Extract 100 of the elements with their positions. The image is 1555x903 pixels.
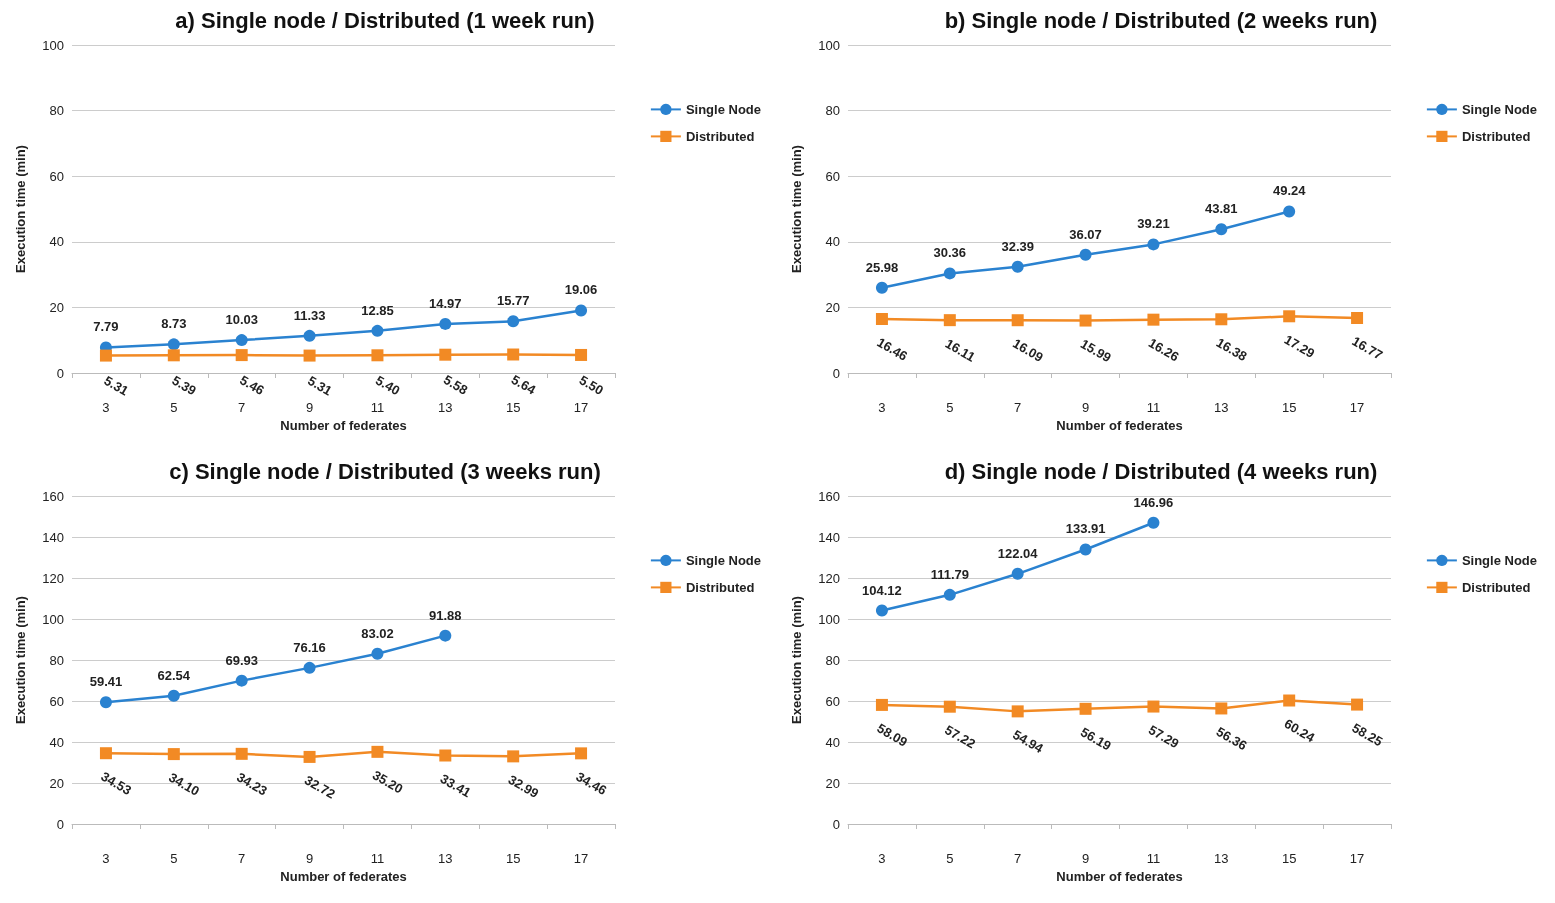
data-label: 14.97 (429, 295, 462, 311)
point (1079, 543, 1092, 556)
y-tick-label: 0 (56, 816, 64, 832)
data-label: 5.58 (440, 371, 471, 398)
x-axis-title: Number of federates (280, 418, 407, 433)
legend-label: Single Node (1461, 101, 1538, 117)
point (303, 329, 316, 342)
data-label: 34.23 (234, 769, 270, 799)
point (371, 647, 384, 660)
y-tick-label: 140 (818, 529, 840, 545)
data-label: 34.10 (166, 769, 202, 799)
x-tick-label: 17 (573, 400, 589, 415)
point (1351, 311, 1364, 324)
point (303, 750, 316, 763)
y-tick-label: 140 (42, 529, 64, 545)
point (99, 747, 112, 760)
legend-label: Single Node (685, 552, 762, 568)
x-tick-label: 13 (1214, 851, 1229, 866)
data-label: 5.39 (169, 372, 199, 399)
x-tick-label: 7 (1014, 851, 1022, 866)
y-tick-label: 60 (825, 693, 840, 709)
point (167, 338, 180, 351)
point (167, 689, 180, 702)
data-label: 7.79 (93, 319, 119, 335)
data-label: 49.24 (1272, 183, 1307, 199)
point (1147, 238, 1160, 251)
x-tick-label: 5 (946, 400, 954, 415)
y-tick-label: 60 (49, 168, 64, 184)
y-tick-label: 20 (825, 775, 840, 791)
data-label: 5.40 (373, 372, 403, 399)
point (507, 315, 520, 328)
data-label: 8.73 (161, 316, 187, 332)
data-label: 11.33 (293, 307, 326, 323)
data-label: 76.16 (293, 639, 326, 655)
data-label: 19.06 (564, 282, 598, 298)
x-tick-label: 15 (1281, 851, 1297, 866)
data-label: 16.11 (942, 335, 978, 365)
point (1147, 313, 1160, 326)
x-tick-label: 11 (370, 851, 385, 866)
y-tick-label: 100 (818, 37, 840, 53)
chart-title: c) Single node / Distributed (3 weeks run) (169, 458, 601, 484)
point (875, 313, 888, 326)
data-label: 5.46 (237, 372, 267, 398)
point (875, 281, 888, 294)
x-tick-label: 3 (878, 400, 886, 415)
x-tick-label: 13 (438, 400, 453, 415)
point (1147, 516, 1160, 529)
point (371, 324, 384, 337)
point (371, 745, 384, 758)
y-tick-label: 0 (56, 365, 64, 381)
data-label: 5.50 (576, 372, 607, 398)
point (1011, 314, 1024, 327)
y-tick-label: 40 (825, 234, 840, 250)
data-label: 122.04 (997, 545, 1039, 561)
data-label: 16.09 (1010, 335, 1046, 365)
data-label: 5.64 (508, 371, 539, 398)
data-label: 16.38 (1213, 334, 1250, 364)
point (575, 348, 588, 361)
data-label: 10.03 (225, 312, 258, 328)
point (235, 334, 248, 347)
point (1011, 705, 1024, 718)
point (1283, 694, 1296, 707)
point (1215, 702, 1228, 715)
y-tick-label: 80 (49, 652, 64, 668)
data-label: 16.46 (874, 334, 911, 364)
data-label: 36.07 (1069, 226, 1102, 242)
data-label: 91.88 (429, 607, 462, 623)
x-tick-label: 13 (438, 851, 453, 866)
data-label: 30.36 (933, 245, 967, 261)
legend-label: Distributed (685, 579, 755, 595)
y-tick-label: 20 (49, 775, 64, 791)
point (439, 629, 452, 642)
data-label: 111.79 (930, 566, 969, 582)
point (943, 314, 956, 327)
point (1079, 314, 1092, 327)
point (99, 696, 112, 709)
y-tick-label: 100 (42, 611, 64, 627)
data-label: 69.93 (225, 652, 258, 668)
x-tick-label: 3 (102, 851, 110, 866)
y-tick-label: 0 (832, 816, 840, 832)
x-tick-label: 7 (1014, 400, 1022, 415)
x-tick-label: 11 (1146, 400, 1161, 415)
x-tick-label: 5 (170, 400, 178, 415)
legend-label: Distributed (1461, 128, 1531, 144)
x-tick-label: 11 (1146, 851, 1161, 866)
y-tick-label: 160 (818, 488, 840, 504)
x-tick-label: 17 (573, 851, 589, 866)
data-label: 83.02 (361, 625, 394, 641)
data-label: 133.91 (1065, 521, 1106, 537)
point (439, 749, 452, 762)
data-label: 15.77 (496, 293, 530, 309)
y-tick-label: 100 (42, 37, 64, 53)
point (167, 349, 180, 362)
legend-label: Distributed (685, 128, 755, 144)
point (1215, 313, 1228, 326)
y-axis-title: Execution time (min) (13, 145, 28, 273)
y-tick-label: 40 (49, 234, 64, 250)
point (1079, 702, 1092, 715)
point (507, 750, 520, 763)
x-axis-title: Number of federates (1056, 418, 1183, 433)
